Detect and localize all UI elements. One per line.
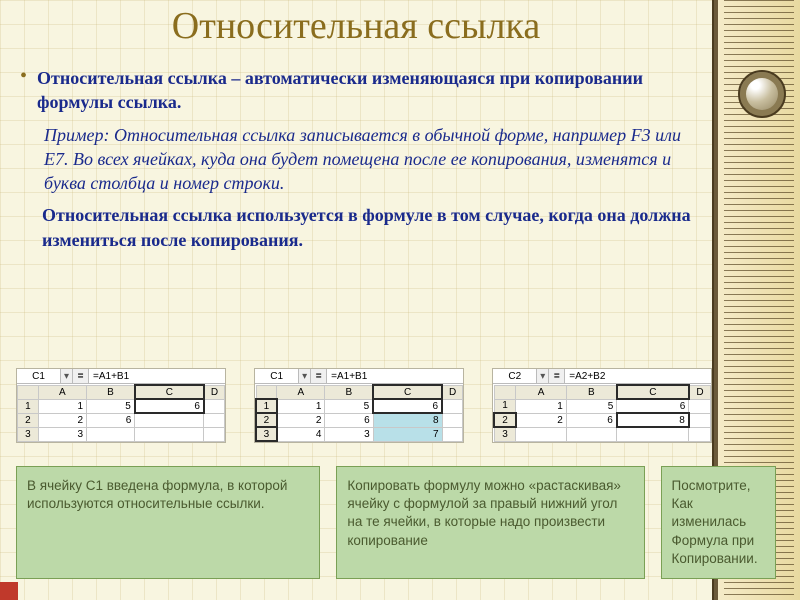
screenshots-row: C1 ▾ = =A1+B1 A B C D 1 1 5 6 (16, 368, 712, 443)
paragraph-definition: Относительная ссылка – автоматически изм… (37, 66, 694, 115)
col-header: C (373, 385, 442, 399)
col-header: B (566, 385, 616, 399)
col-header: D (442, 385, 463, 399)
row-header: 3 (18, 427, 39, 441)
formula-bar: C1 ▾ = =A1+B1 (17, 369, 225, 384)
formula-value: =A1+B1 (89, 369, 225, 383)
row-header: 1 (494, 399, 516, 413)
fx-icon: = (549, 369, 565, 383)
col-header: A (516, 385, 566, 399)
name-box: C1 (255, 369, 299, 383)
caption-2: Копировать формулу можно «растаскивая» я… (336, 466, 644, 579)
name-box: C2 (493, 369, 537, 383)
grid: A B C D 1 1 5 6 2 2 6 8 (493, 384, 711, 442)
row-header: 2 (18, 413, 39, 427)
col-header: A (277, 385, 325, 399)
formula-value: =A1+B1 (327, 369, 463, 383)
paragraph-example: Пример: Относительная ссылка записываетс… (42, 123, 694, 196)
fx-icon: = (73, 369, 89, 383)
page-title: Относительная ссылка (8, 4, 704, 48)
dropdown-icon: ▾ (61, 369, 73, 383)
ruler-knob (738, 70, 786, 118)
dropdown-icon: ▾ (299, 369, 311, 383)
row-header: 3 (494, 427, 516, 441)
row-header: 2 (494, 413, 516, 427)
dropdown-icon: ▾ (537, 369, 549, 383)
name-box: C1 (17, 369, 61, 383)
row-header: 3 (256, 427, 277, 441)
slide-content: Относительная ссылка • Относительная ссы… (0, 0, 712, 600)
formula-bar: C2 ▾ = =A2+B2 (493, 369, 711, 384)
row-header: 2 (256, 413, 277, 427)
col-header: C (617, 385, 689, 399)
col-header: B (325, 385, 373, 399)
row-header: 1 (18, 399, 39, 413)
grid: A B C D 1 1 5 6 2 2 6 8 (255, 384, 463, 442)
body-text: • Относительная ссылка – автоматически и… (8, 66, 704, 252)
caption-1: В ячейку C1 введена формула, в которой и… (16, 466, 320, 579)
fx-icon: = (311, 369, 327, 383)
row-header: 1 (256, 399, 277, 413)
col-header: A (38, 385, 86, 399)
col-header: D (204, 385, 225, 399)
spreadsheet-screenshot-3: C2 ▾ = =A2+B2 A B C D 1 1 5 6 (492, 368, 712, 443)
col-header: B (87, 385, 135, 399)
captions-row: В ячейку C1 введена формула, в которой и… (16, 466, 776, 579)
col-header: D (689, 385, 711, 399)
grid: A B C D 1 1 5 6 2 2 6 (17, 384, 225, 442)
caption-3: Посмотрите, Как изменилась Формула при К… (661, 466, 776, 579)
col-header: C (135, 385, 204, 399)
formula-bar: C1 ▾ = =A1+B1 (255, 369, 463, 384)
formula-value: =A2+B2 (565, 369, 711, 383)
spreadsheet-screenshot-1: C1 ▾ = =A1+B1 A B C D 1 1 5 6 (16, 368, 226, 443)
bullet-icon: • (20, 66, 27, 123)
paragraph-usage: Относительная ссылка используется в форм… (42, 203, 694, 252)
spreadsheet-screenshot-2: C1 ▾ = =A1+B1 A B C D 1 1 5 6 (254, 368, 464, 443)
